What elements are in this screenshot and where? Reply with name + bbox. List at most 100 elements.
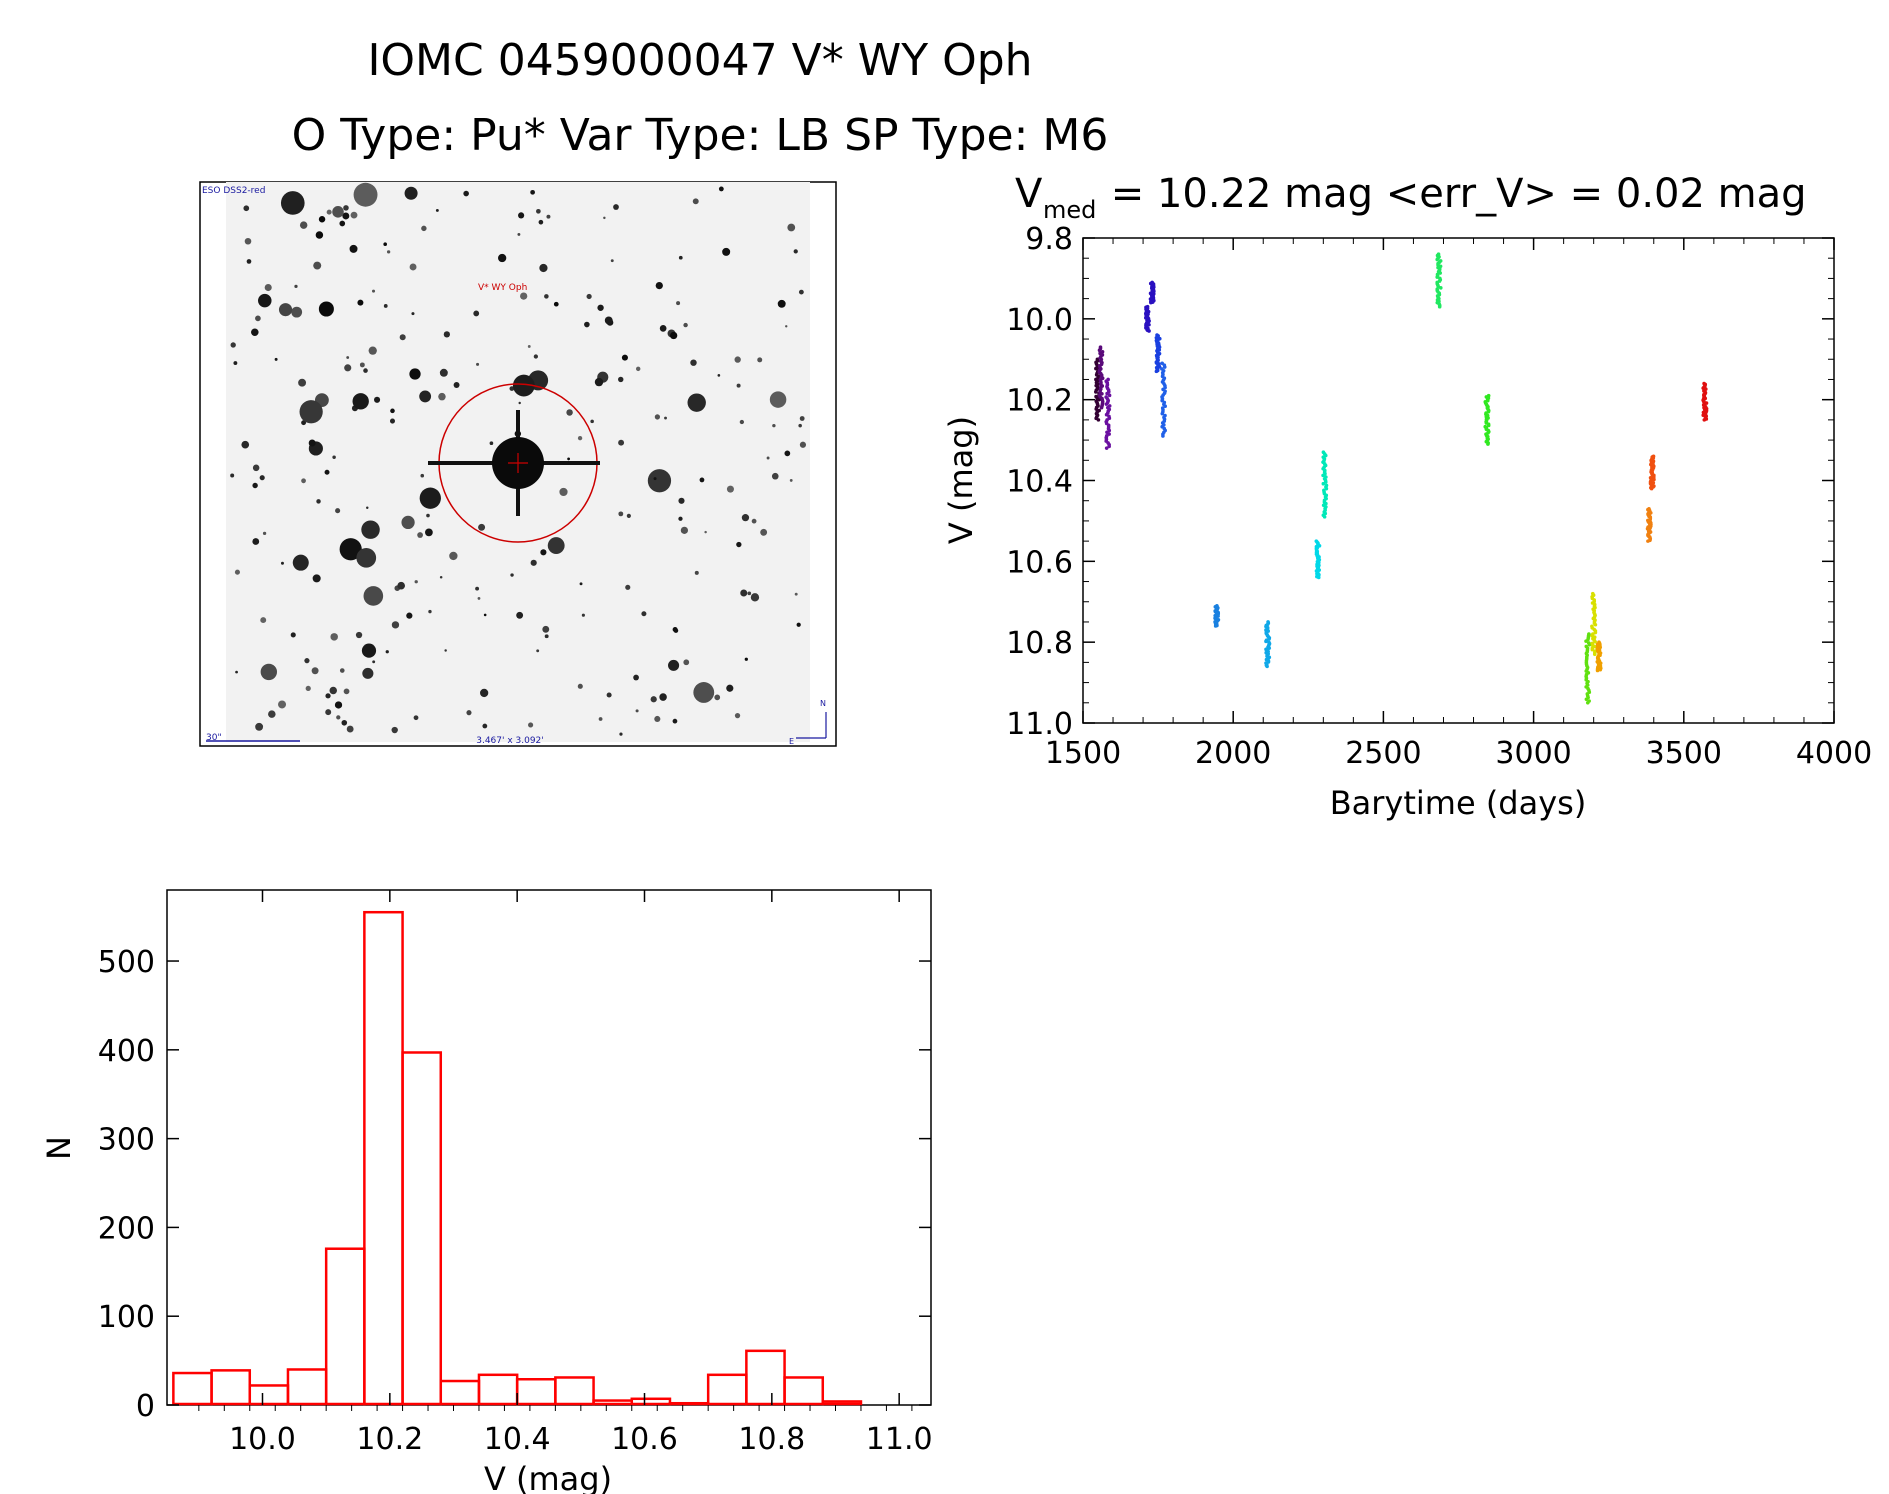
star — [785, 325, 788, 328]
lc-series-s10 — [1314, 539, 1322, 580]
star — [670, 331, 678, 340]
star — [744, 657, 748, 661]
lc-x-tick-label: 2000 — [1195, 736, 1271, 771]
lc-point — [1094, 407, 1099, 411]
hist-y-tick-label: 200 — [98, 1211, 155, 1246]
star — [680, 526, 688, 534]
survey-label: ESO DSS2-red — [202, 186, 265, 196]
lc-series-s13 — [1483, 393, 1491, 446]
star — [625, 584, 631, 590]
scale-label: 30" — [206, 733, 222, 743]
star — [483, 613, 487, 617]
star — [339, 538, 362, 561]
hist-x-tick-label: 10.0 — [229, 1422, 296, 1457]
star — [385, 650, 389, 654]
lc-x-tick-label: 4000 — [1796, 736, 1872, 771]
star — [654, 715, 661, 723]
lc-x-tick-label: 1500 — [1045, 736, 1121, 771]
lc-point — [1584, 639, 1588, 643]
star — [799, 416, 805, 421]
star — [292, 554, 309, 571]
star — [401, 515, 415, 530]
star — [789, 479, 793, 482]
star — [635, 709, 639, 713]
lc-series-s12 — [1435, 252, 1443, 309]
hist-bars — [172, 910, 863, 1406]
star — [718, 186, 724, 192]
star — [584, 321, 590, 328]
star — [372, 660, 376, 664]
star — [316, 499, 321, 504]
star — [475, 586, 480, 591]
star — [417, 532, 423, 538]
star — [566, 409, 573, 416]
star — [260, 617, 267, 624]
star — [363, 368, 368, 373]
star — [579, 582, 583, 586]
lc-point — [1104, 446, 1109, 450]
star — [520, 292, 528, 300]
lc-x-tick-label: 2500 — [1345, 736, 1421, 771]
star — [498, 253, 507, 263]
star — [359, 362, 365, 368]
lc-series-s14 — [1584, 632, 1592, 705]
star — [766, 456, 770, 460]
lc-point — [1322, 515, 1327, 519]
lc-series-s7 — [1160, 361, 1167, 438]
hist-bar — [401, 1051, 443, 1406]
star — [234, 569, 240, 575]
star — [278, 303, 293, 317]
lc-point — [1593, 630, 1598, 635]
star — [311, 667, 319, 675]
star — [536, 208, 541, 214]
lc-point — [1161, 434, 1165, 438]
lc-point — [1160, 411, 1165, 416]
lc-y-tick-label: 10.4 — [1006, 465, 1073, 500]
star — [641, 611, 647, 617]
star — [439, 575, 443, 579]
compass-east-label: E — [789, 737, 794, 746]
hist-bar — [592, 1399, 634, 1406]
star — [305, 685, 311, 692]
hist-bar — [363, 910, 404, 1406]
star — [280, 191, 305, 215]
star — [280, 561, 284, 565]
star — [516, 611, 524, 619]
star — [339, 668, 345, 673]
star — [540, 549, 547, 556]
star — [621, 354, 628, 361]
star — [618, 439, 625, 446]
star — [425, 528, 433, 537]
star — [411, 312, 415, 316]
lc-point — [1435, 275, 1440, 279]
lc-ticks: 1500 2000 2500 3000 3500 4000 9.8 10.0 10.2 10.4 1… — [1006, 222, 1872, 771]
star — [542, 625, 550, 633]
star — [787, 223, 796, 232]
star — [676, 301, 681, 306]
star — [399, 334, 406, 341]
star — [739, 419, 745, 425]
star — [252, 464, 260, 472]
star — [230, 342, 236, 348]
star — [390, 408, 395, 414]
star — [606, 692, 612, 698]
star — [664, 416, 667, 420]
star — [252, 538, 260, 545]
hist-bar — [439, 1379, 481, 1406]
star — [517, 232, 521, 236]
star — [533, 354, 538, 359]
star — [449, 551, 458, 561]
star — [291, 306, 303, 318]
hist-x-tick-label: 10.8 — [738, 1422, 805, 1457]
star — [356, 547, 377, 568]
star — [509, 386, 515, 391]
star — [304, 658, 310, 664]
lc-point — [1486, 442, 1490, 446]
star — [618, 376, 624, 383]
star — [577, 683, 583, 689]
lc-point — [1163, 404, 1167, 408]
star — [518, 212, 525, 219]
star — [255, 315, 261, 322]
star — [383, 242, 387, 247]
